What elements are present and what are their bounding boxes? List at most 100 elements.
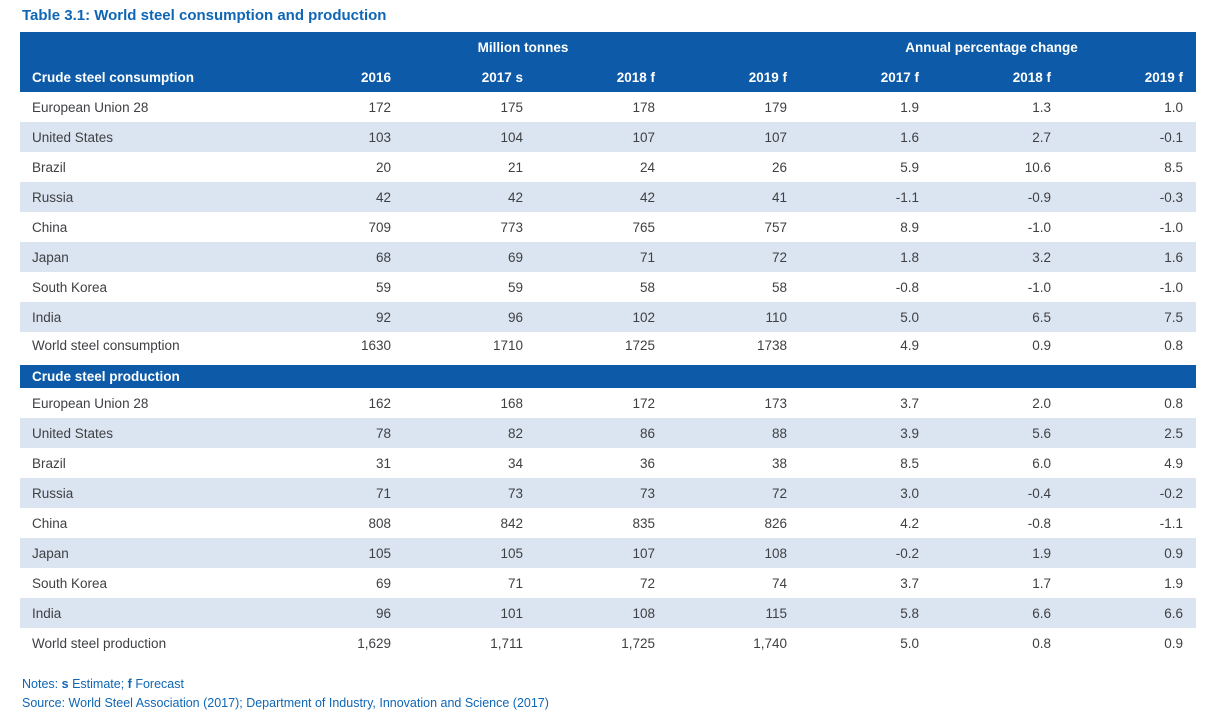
row-label: Japan [20,242,259,272]
value-cell: 92 [259,302,391,332]
value-cell: 42 [523,182,655,212]
row-label: World steel production [20,628,259,658]
value-cell: 5.0 [787,302,919,332]
value-cell: 168 [391,388,523,418]
value-cell: 108 [523,598,655,628]
value-cell: 58 [523,272,655,302]
value-cell: 20 [259,152,391,182]
value-cell: 173 [655,388,787,418]
value-cell: 6.6 [1051,598,1196,628]
value-cell: 71 [523,242,655,272]
table-row: Japan 105 105 107 108 -0.2 1.9 0.9 [20,538,1196,568]
value-cell: 78 [259,418,391,448]
value-cell: -0.8 [919,508,1051,538]
value-cell: 107 [655,122,787,152]
notes-block: Notes: s Estimate; f Forecast Source: Wo… [22,675,1196,714]
value-cell: -0.8 [787,272,919,302]
table-row: South Korea 69 71 72 74 3.7 1.7 1.9 [20,568,1196,598]
row-label: Japan [20,538,259,568]
value-cell: 3.2 [919,242,1051,272]
row-label: India [20,598,259,628]
column-header-2019f-pct: 2019 f [1051,62,1196,92]
table-row: Japan 68 69 71 72 1.8 3.2 1.6 [20,242,1196,272]
row-label: United States [20,418,259,448]
value-cell: 5.0 [787,628,919,658]
value-cell: 21 [391,152,523,182]
value-cell: 1.9 [787,92,919,122]
value-cell: 773 [391,212,523,242]
value-cell: 96 [391,302,523,332]
column-header-2018f-mt: 2018 f [523,62,655,92]
value-cell: 175 [391,92,523,122]
value-cell: 74 [655,568,787,598]
value-cell: -1.1 [1051,508,1196,538]
value-cell: 69 [259,568,391,598]
value-cell: 72 [523,568,655,598]
value-cell: 1,740 [655,628,787,658]
value-cell: 765 [523,212,655,242]
value-cell: 101 [391,598,523,628]
row-label: China [20,212,259,242]
value-cell: 179 [655,92,787,122]
notes-s-key: s [61,677,69,691]
value-cell: 3.7 [787,568,919,598]
value-cell: 709 [259,212,391,242]
value-cell: -0.9 [919,182,1051,212]
value-cell: 0.8 [1051,332,1196,362]
notes-f-text: Forecast [135,677,184,691]
value-cell: 115 [655,598,787,628]
value-cell: 0.9 [1051,628,1196,658]
value-cell: 102 [523,302,655,332]
table-row: World steel production 1,629 1,711 1,725 1,7… [20,628,1196,658]
value-cell: 0.8 [919,628,1051,658]
value-cell: 68 [259,242,391,272]
value-cell: 69 [391,242,523,272]
table-row: South Korea 59 59 58 58 -0.8 -1.0 -1.0 [20,272,1196,302]
value-cell: 2.0 [919,388,1051,418]
value-cell: 72 [655,242,787,272]
value-cell: 10.6 [919,152,1051,182]
row-label: China [20,508,259,538]
column-header-2016: 2016 [259,62,391,92]
table-row: United States 103 104 107 107 1.6 2.7 -0.1 [20,122,1196,152]
value-cell: 26 [655,152,787,182]
value-cell: 3.0 [787,478,919,508]
notes-label: Notes: [22,677,59,691]
value-cell: 8.5 [1051,152,1196,182]
value-cell: 0.8 [1051,388,1196,418]
row-label: World steel consumption [20,332,259,362]
production-rows: European Union 28 162 168 172 173 3.7 2.0 0.8 Un… [20,388,1196,658]
value-cell: 86 [523,418,655,448]
value-cell: 6.5 [919,302,1051,332]
value-cell: 8.9 [787,212,919,242]
column-header-2017s: 2017 s [391,62,523,92]
consumption-rows: European Union 28 172 175 178 179 1.9 1.3 1.0 Un… [20,92,1196,362]
value-cell: 42 [391,182,523,212]
value-cell: 36 [523,448,655,478]
value-cell: 1.9 [919,538,1051,568]
row-label: European Union 28 [20,388,259,418]
row-label: Russia [20,182,259,212]
table-title: Table 3.1: World steel consumption and p… [22,7,387,24]
value-cell: 71 [391,568,523,598]
value-cell: 4.2 [787,508,919,538]
table-row: China 709 773 765 757 8.9 -1.0 -1.0 [20,212,1196,242]
value-cell: 73 [523,478,655,508]
value-cell: 108 [655,538,787,568]
value-cell: 842 [391,508,523,538]
value-cell: 5.6 [919,418,1051,448]
value-cell: 757 [655,212,787,242]
value-cell: -1.1 [787,182,919,212]
table-row: India 92 96 102 110 5.0 6.5 7.5 [20,302,1196,332]
notes-line: Notes: s Estimate; f Forecast [22,675,1196,694]
row-label: Russia [20,478,259,508]
value-cell: 835 [523,508,655,538]
value-cell: -1.0 [919,212,1051,242]
value-cell: 73 [391,478,523,508]
value-cell: -1.0 [919,272,1051,302]
table-row: European Union 28 172 175 178 179 1.9 1.3 1.0 [20,92,1196,122]
table-row: India 96 101 108 115 5.8 6.6 6.6 [20,598,1196,628]
value-cell: 105 [259,538,391,568]
value-cell: 88 [655,418,787,448]
table-header: Million tonnes Annual percentage change … [20,32,1196,92]
